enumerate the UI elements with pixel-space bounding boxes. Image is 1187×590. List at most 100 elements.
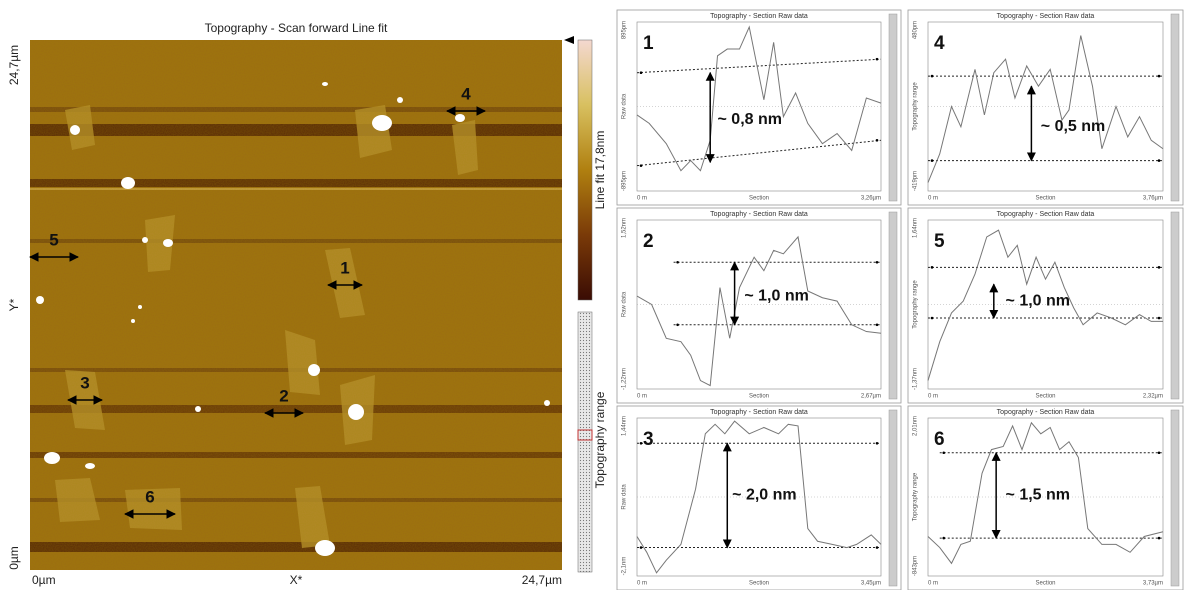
y-axis-label: Topography range [913,82,919,131]
reference-point [876,323,879,326]
panel-scrollbar [1171,14,1179,201]
y-axis-label: Raw data [622,484,628,510]
reference-point [1158,266,1161,269]
panel-title: Topography - Section Raw data [997,409,1095,416]
marker-label: 1 [340,258,349,277]
panel-scrollbar [1171,212,1179,399]
x-end-label: 2,67µm [861,394,881,400]
section-panel: Topography - Section Raw data 1,52nm Raw d… [617,208,901,403]
marker-label: 4 [461,84,471,103]
x-axis-label: Section [1035,581,1055,587]
reference-point [676,323,679,326]
colorbar [578,40,592,300]
y-top-label: 1,52nm [622,218,628,238]
range-label: Topography range [593,391,607,488]
panel-title: Topography - Section Raw data [997,211,1095,218]
reference-point [942,451,945,454]
x-axis-label: Section [749,394,769,400]
reference-point [876,139,879,142]
height-annotation: ~ 0,8 nm [718,111,782,128]
x-end-label: 3,73µm [1143,581,1163,587]
x-max-label: 24,7µm [522,573,562,587]
reference-point [1158,537,1161,540]
panel-scrollbar [1171,410,1179,586]
afm-texture [30,40,562,570]
reference-point [1158,75,1161,78]
x-end-label: 3,26µm [861,196,881,202]
reference-point [640,164,643,167]
height-annotation: ~ 0,5 nm [1041,118,1105,135]
y-bottom-label: -843pm [913,556,919,576]
x-start-label: 0 m [928,394,938,400]
figure: Topography - Scan forward Line fit 24,7µ… [0,0,1187,590]
y-bottom-label: -2,1nm [622,557,628,576]
panel-title: Topography - Section Raw data [710,211,808,218]
y-axis-label: Topography range [913,280,919,329]
reference-point [676,261,679,264]
reference-point [876,58,879,61]
x-axis-label: X* [290,573,303,587]
image-title: Topography - Scan forward Line fit [205,21,388,35]
x-start-label: 0 m [637,394,647,400]
panel-frame [617,10,901,205]
x-end-label: 3,76µm [1143,196,1163,202]
marker-label: 3 [80,373,89,392]
height-annotation: ~ 1,5 nm [1006,487,1070,504]
x-start-label: 0 m [637,581,647,587]
section-panel: Topography - Section Raw data480pmTopogr… [908,10,1183,205]
marker-label: 2 [279,386,288,405]
panel-scrollbar [889,14,897,201]
y-top-label: 2,01nm [913,416,919,436]
panel-frame [617,208,901,403]
reference-point [1158,159,1161,162]
y-bottom-label: -1,22nm [622,368,628,390]
panel-scrollbar [889,212,897,399]
height-annotation: ~ 2,0 nm [732,487,796,504]
height-annotation: ~ 1,0 nm [744,287,808,304]
x-axis-label: Section [1035,196,1055,202]
section-panel: Topography - Section Raw data 1,44nm Raw d… [617,406,901,590]
section-panels: Topography - Section Raw data 895pm Raw da… [617,10,1183,590]
reference-point [931,317,934,320]
range-bar [578,312,592,572]
reference-point [931,159,934,162]
panel-number: 1 [643,33,654,54]
reference-point [1158,317,1161,320]
y-top-label: 1,44nm [622,416,628,436]
y-top-label: 895pm [622,21,628,39]
section-panel: Topography - Section Raw data 1,64nm Topog… [908,208,1183,403]
y-max-label: 24,7µm [7,45,21,85]
x-start-label: 0 m [928,581,938,587]
reference-point [1158,451,1161,454]
reference-point [876,261,879,264]
y-bottom-label: -419pm [913,171,919,191]
y-min-label: 0µm [7,546,21,570]
y-axis-label: Raw data [622,93,628,119]
panel-number: 4 [934,33,945,54]
page: Topography - Scan forward Line fit 24,7µ… [0,0,1187,590]
section-panel: Topography - Section Raw data2,01nmTopog… [908,406,1183,590]
panel-title: Topography - Section Raw data [710,409,808,416]
panel-number: 3 [643,429,654,450]
x-end-label: 3,45µm [861,581,881,587]
x-end-label: 2,32µm [1143,394,1163,400]
reference-point [640,546,643,549]
y-bottom-label: -895pm [622,171,628,191]
y-axis-label: Y* [7,298,21,311]
x-axis-label: Section [749,196,769,202]
panel-frame [908,10,1183,205]
panel-number: 5 [934,231,945,252]
panel-title: Topography - Section Raw data [710,13,808,20]
x-min-label: 0µm [32,573,56,587]
y-top-label: 1,64nm [913,218,919,238]
reference-point [640,71,643,74]
y-axis-label: Raw data [622,291,628,317]
reference-point [931,75,934,78]
reference-point [931,266,934,269]
panel-scrollbar [889,410,897,586]
x-axis-label: Section [749,581,769,587]
panel-number: 2 [643,231,654,252]
x-start-label: 0 m [928,196,938,202]
panel-title: Topography - Section Raw data [997,13,1095,20]
reference-point [640,442,643,445]
